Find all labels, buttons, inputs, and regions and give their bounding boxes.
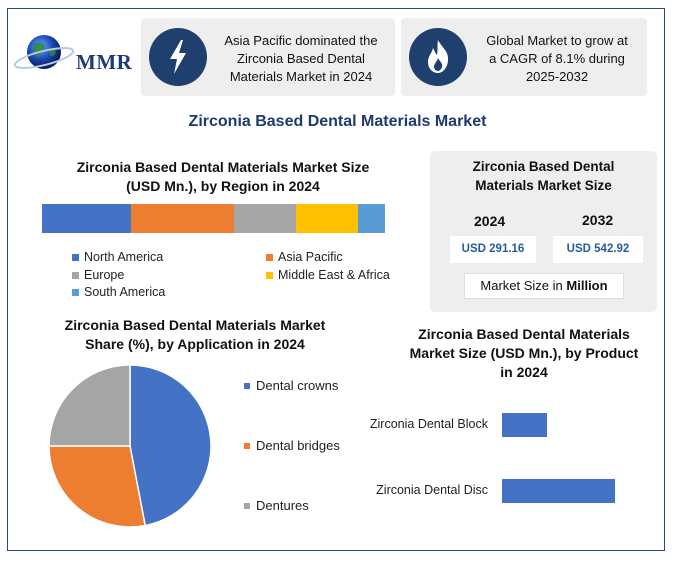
market-size-unit: Market Size in Million [464, 273, 624, 299]
application-pie-chart [48, 364, 212, 528]
legend-swatch [72, 253, 79, 261]
application-legend-item: Dental crowns [244, 378, 338, 393]
pie-slice-dental-crowns [129, 364, 212, 527]
logo-text: MMR [76, 50, 133, 74]
market-size-title: Zirconia Based Dental Materials Market S… [472, 159, 615, 193]
product-bar-zirconia-dental-disc [502, 479, 615, 503]
flame-icon [409, 28, 467, 86]
infographic-frame [7, 8, 665, 551]
asia-pacific-text: Asia Pacific dominated the Zirconia Base… [224, 33, 378, 84]
cagr-text: Global Market to grow at a CAGR of 8.1% … [486, 33, 628, 84]
pie-slice-dentures [48, 364, 131, 447]
region-legend-item: South America [72, 285, 165, 299]
region-bar-south-america [357, 204, 385, 233]
market-size-card: Zirconia Based Dental Materials Market S… [430, 151, 657, 312]
legend-label: Asia Pacific [278, 250, 343, 264]
legend-label: Europe [84, 268, 125, 282]
globe-icon [13, 35, 75, 69]
region-legend-item: Middle East & Africa [266, 268, 390, 282]
legend-swatch [244, 502, 250, 509]
product-label: Zirconia Dental Block [369, 417, 488, 431]
year-2032-label: 2032 [582, 212, 614, 228]
legend-swatch [266, 253, 273, 261]
region-legend-item: Europe [72, 268, 124, 282]
value-2024: USD 291.16 [450, 236, 536, 263]
legend-swatch [266, 271, 273, 279]
legend-swatch [72, 271, 79, 279]
legend-label: Dental bridges [256, 438, 340, 453]
mmr-logo: MMR [12, 28, 134, 82]
cagr-card: Global Market to grow at a CAGR of 8.1% … [401, 18, 647, 96]
region-bar-asia-pacific [131, 204, 235, 233]
application-chart-title: Zirconia Based Dental Materials Market S… [64, 317, 326, 352]
legend-swatch [244, 382, 250, 389]
application-legend-item: Dentures [244, 498, 309, 513]
region-legend-item: North America [72, 250, 163, 264]
product-label: Zirconia Dental Disc [376, 483, 488, 497]
pie-slice-dental-bridges [48, 445, 147, 528]
region-chart-title: Zirconia Based Dental Materials Market S… [76, 159, 370, 194]
region-bar-middle-east-and-africa [295, 204, 358, 233]
region-stacked-bar [42, 204, 385, 233]
product-bar-zirconia-dental-block [502, 413, 548, 437]
application-legend-item: Dental bridges [244, 438, 340, 453]
year-2024-label: 2024 [474, 213, 506, 229]
main-title: Zirconia Based Dental Materials Market [188, 113, 487, 130]
legend-label: Middle East & Africa [278, 268, 390, 282]
legend-label: North America [84, 250, 164, 264]
lightning-icon [149, 28, 207, 86]
legend-label: South America [84, 285, 166, 299]
region-bar-europe [234, 204, 296, 233]
legend-swatch [244, 442, 250, 449]
legend-swatch [72, 288, 79, 296]
asia-pacific-card: Asia Pacific dominated the Zirconia Base… [141, 18, 395, 96]
product-chart-title: Zirconia Based Dental Materials Market S… [409, 326, 639, 380]
region-bar-north-america [42, 204, 132, 233]
value-2032: USD 542.92 [553, 236, 643, 263]
legend-label: Dental crowns [256, 378, 339, 393]
legend-label: Dentures [256, 498, 309, 513]
region-legend-item: Asia Pacific [266, 250, 343, 264]
